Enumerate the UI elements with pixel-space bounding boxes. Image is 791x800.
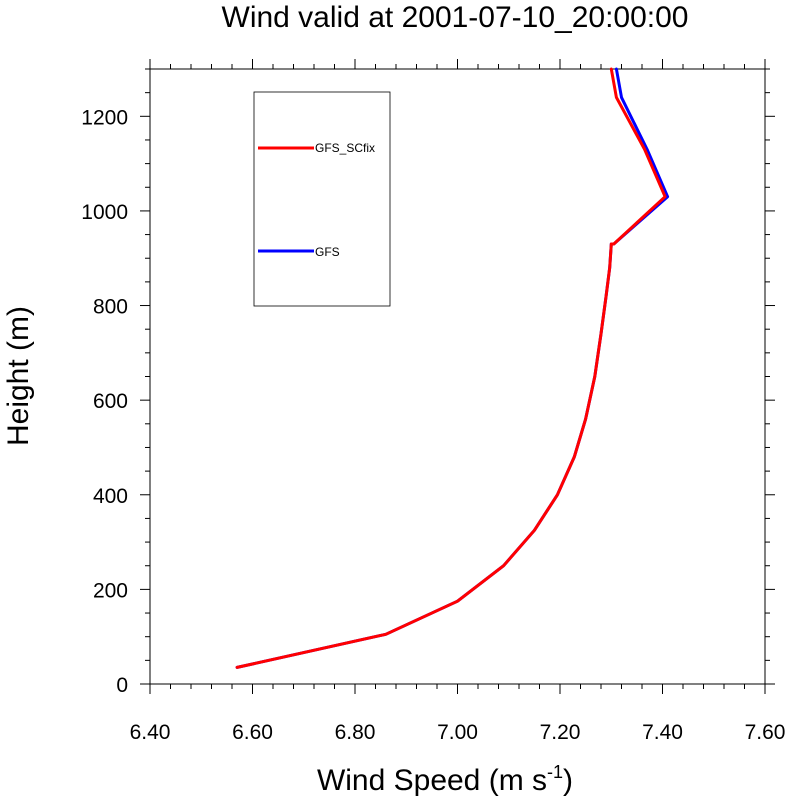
- chart-title: Wind valid at 2001-07-10_20:00:00: [222, 1, 689, 34]
- y-axis-tick-labels: 0 200 400 600 800 1000 1200: [81, 106, 128, 697]
- legend-box: [253, 91, 391, 307]
- x-axis-ticks: [149, 59, 766, 694]
- x-axis-tick-labels: 6.40 6.60 6.80 7.00 7.20 7.40 7.60: [130, 721, 786, 744]
- series-lines: [235, 67, 670, 669]
- y-tick-label: 1000: [81, 201, 128, 224]
- y-tick-label: 200: [93, 579, 128, 602]
- x-axis-label-main: Wind Speed (m s: [317, 764, 547, 797]
- legend-label-gfs-scfix: GFS_SCfix: [315, 141, 375, 155]
- x-tick-label: 7.60: [745, 721, 786, 744]
- plot-frame: [149, 68, 766, 685]
- y-tick-label: 400: [93, 485, 128, 508]
- y-tick-label: 1200: [81, 106, 128, 129]
- y-tick-label: 800: [93, 296, 128, 319]
- legend-label-gfs: GFS: [315, 245, 340, 259]
- y-tick-label: 600: [93, 390, 128, 413]
- x-tick-label: 7.00: [437, 721, 478, 744]
- x-tick-label: 7.40: [642, 721, 683, 744]
- y-axis-label: Height (m): [2, 306, 35, 446]
- x-axis-label-superscript: -1: [547, 762, 563, 782]
- legend: GFS_SCfix GFS: [253, 91, 391, 307]
- x-tick-label: 7.20: [540, 721, 581, 744]
- x-tick-label: 6.40: [130, 721, 171, 744]
- x-axis-label: Wind Speed (m s-1): [317, 762, 573, 797]
- series-line-gfs-scfix: [235, 67, 667, 669]
- x-axis-label-close: ): [563, 764, 573, 797]
- y-tick-label: 0: [116, 674, 128, 697]
- x-tick-label: 6.80: [335, 721, 376, 744]
- x-tick-label: 6.60: [232, 721, 273, 744]
- y-axis-ticks: [140, 68, 775, 685]
